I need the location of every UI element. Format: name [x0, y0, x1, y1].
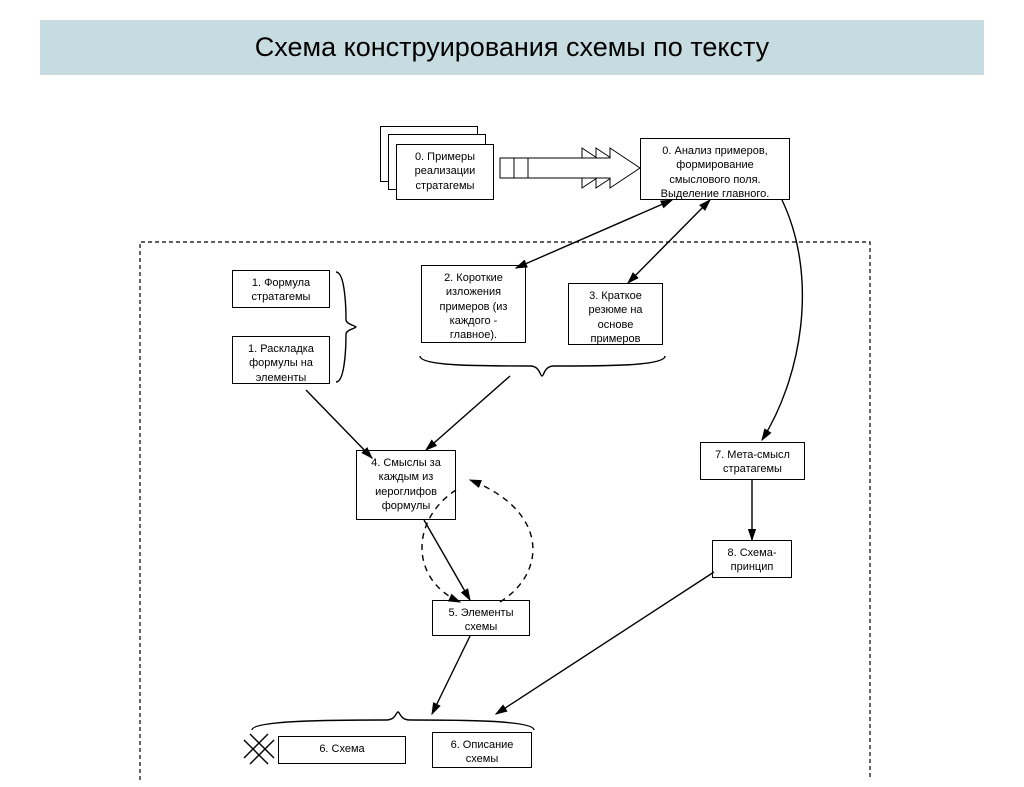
node-0a: 0. Примеры реализации стратагемы — [396, 144, 494, 200]
edge-0b-3 — [628, 200, 710, 283]
edge-0b-7 — [762, 200, 802, 440]
edge-brace2-4 — [426, 376, 510, 450]
node-0a-label: 0. Примеры реализации стратагемы — [415, 151, 476, 192]
node-4: 4. Смыслы за каждым из иероглифов формул… — [356, 450, 456, 520]
edge-brace1-4 — [306, 390, 372, 458]
node-8: 8. Схема-принцип — [712, 540, 792, 578]
node-3: 3. Краткое резюме на основе примеров — [568, 283, 663, 345]
diagram-canvas: 0. Примеры реализации стратагемы 0. Анал… — [0, 20, 1024, 787]
edge-8-brace — [496, 572, 714, 714]
node-7: 7. Мета-смысл стратагемы — [700, 442, 805, 480]
node-8-label: 8. Схема-принцип — [727, 547, 776, 573]
node-1b: 1. Раскладка формулы на элементы — [232, 336, 330, 384]
node-6a: 6. Схема — [278, 736, 406, 764]
node-1b-label: 1. Раскладка формулы на элементы — [248, 343, 314, 384]
brace-left — [336, 272, 356, 382]
node-4-label: 4. Смыслы за каждым из иероглифов формул… — [371, 457, 441, 512]
svg-overlay — [0, 20, 1024, 787]
node-6a-label: 6. Схема — [319, 743, 364, 755]
node-1a: 1. Формула стратагемы — [232, 270, 330, 308]
node-2-label: 2. Короткие изложения примеров (из каждо… — [440, 272, 508, 341]
node-6b: 6. Описание схемы — [432, 732, 532, 768]
brace-bottom — [252, 712, 534, 730]
edge-4-5 — [424, 520, 470, 600]
dashed-loop-right — [470, 480, 533, 602]
block-arrow — [500, 148, 640, 188]
node-0b: 0. Анализ примеров, формирование смыслов… — [640, 138, 790, 200]
node-6b-label: 6. Описание схемы — [451, 739, 514, 765]
node-3-label: 3. Краткое резюме на основе примеров — [588, 290, 642, 345]
node-0b-label: 0. Анализ примеров, формирование смыслов… — [661, 145, 770, 200]
edge-5-brace — [432, 636, 470, 714]
brace-mid — [420, 356, 665, 376]
node-7-label: 7. Мета-смысл стратагемы — [715, 449, 790, 475]
node-2: 2. Короткие изложения примеров (из каждо… — [421, 265, 526, 343]
node-5-label: 5. Элементы схемы — [448, 607, 513, 633]
node-5: 5. Элементы схемы — [432, 600, 530, 636]
edge-0b-2 — [516, 200, 672, 268]
node-1a-label: 1. Формула стратагемы — [252, 277, 311, 303]
hash-icon — [244, 734, 274, 764]
